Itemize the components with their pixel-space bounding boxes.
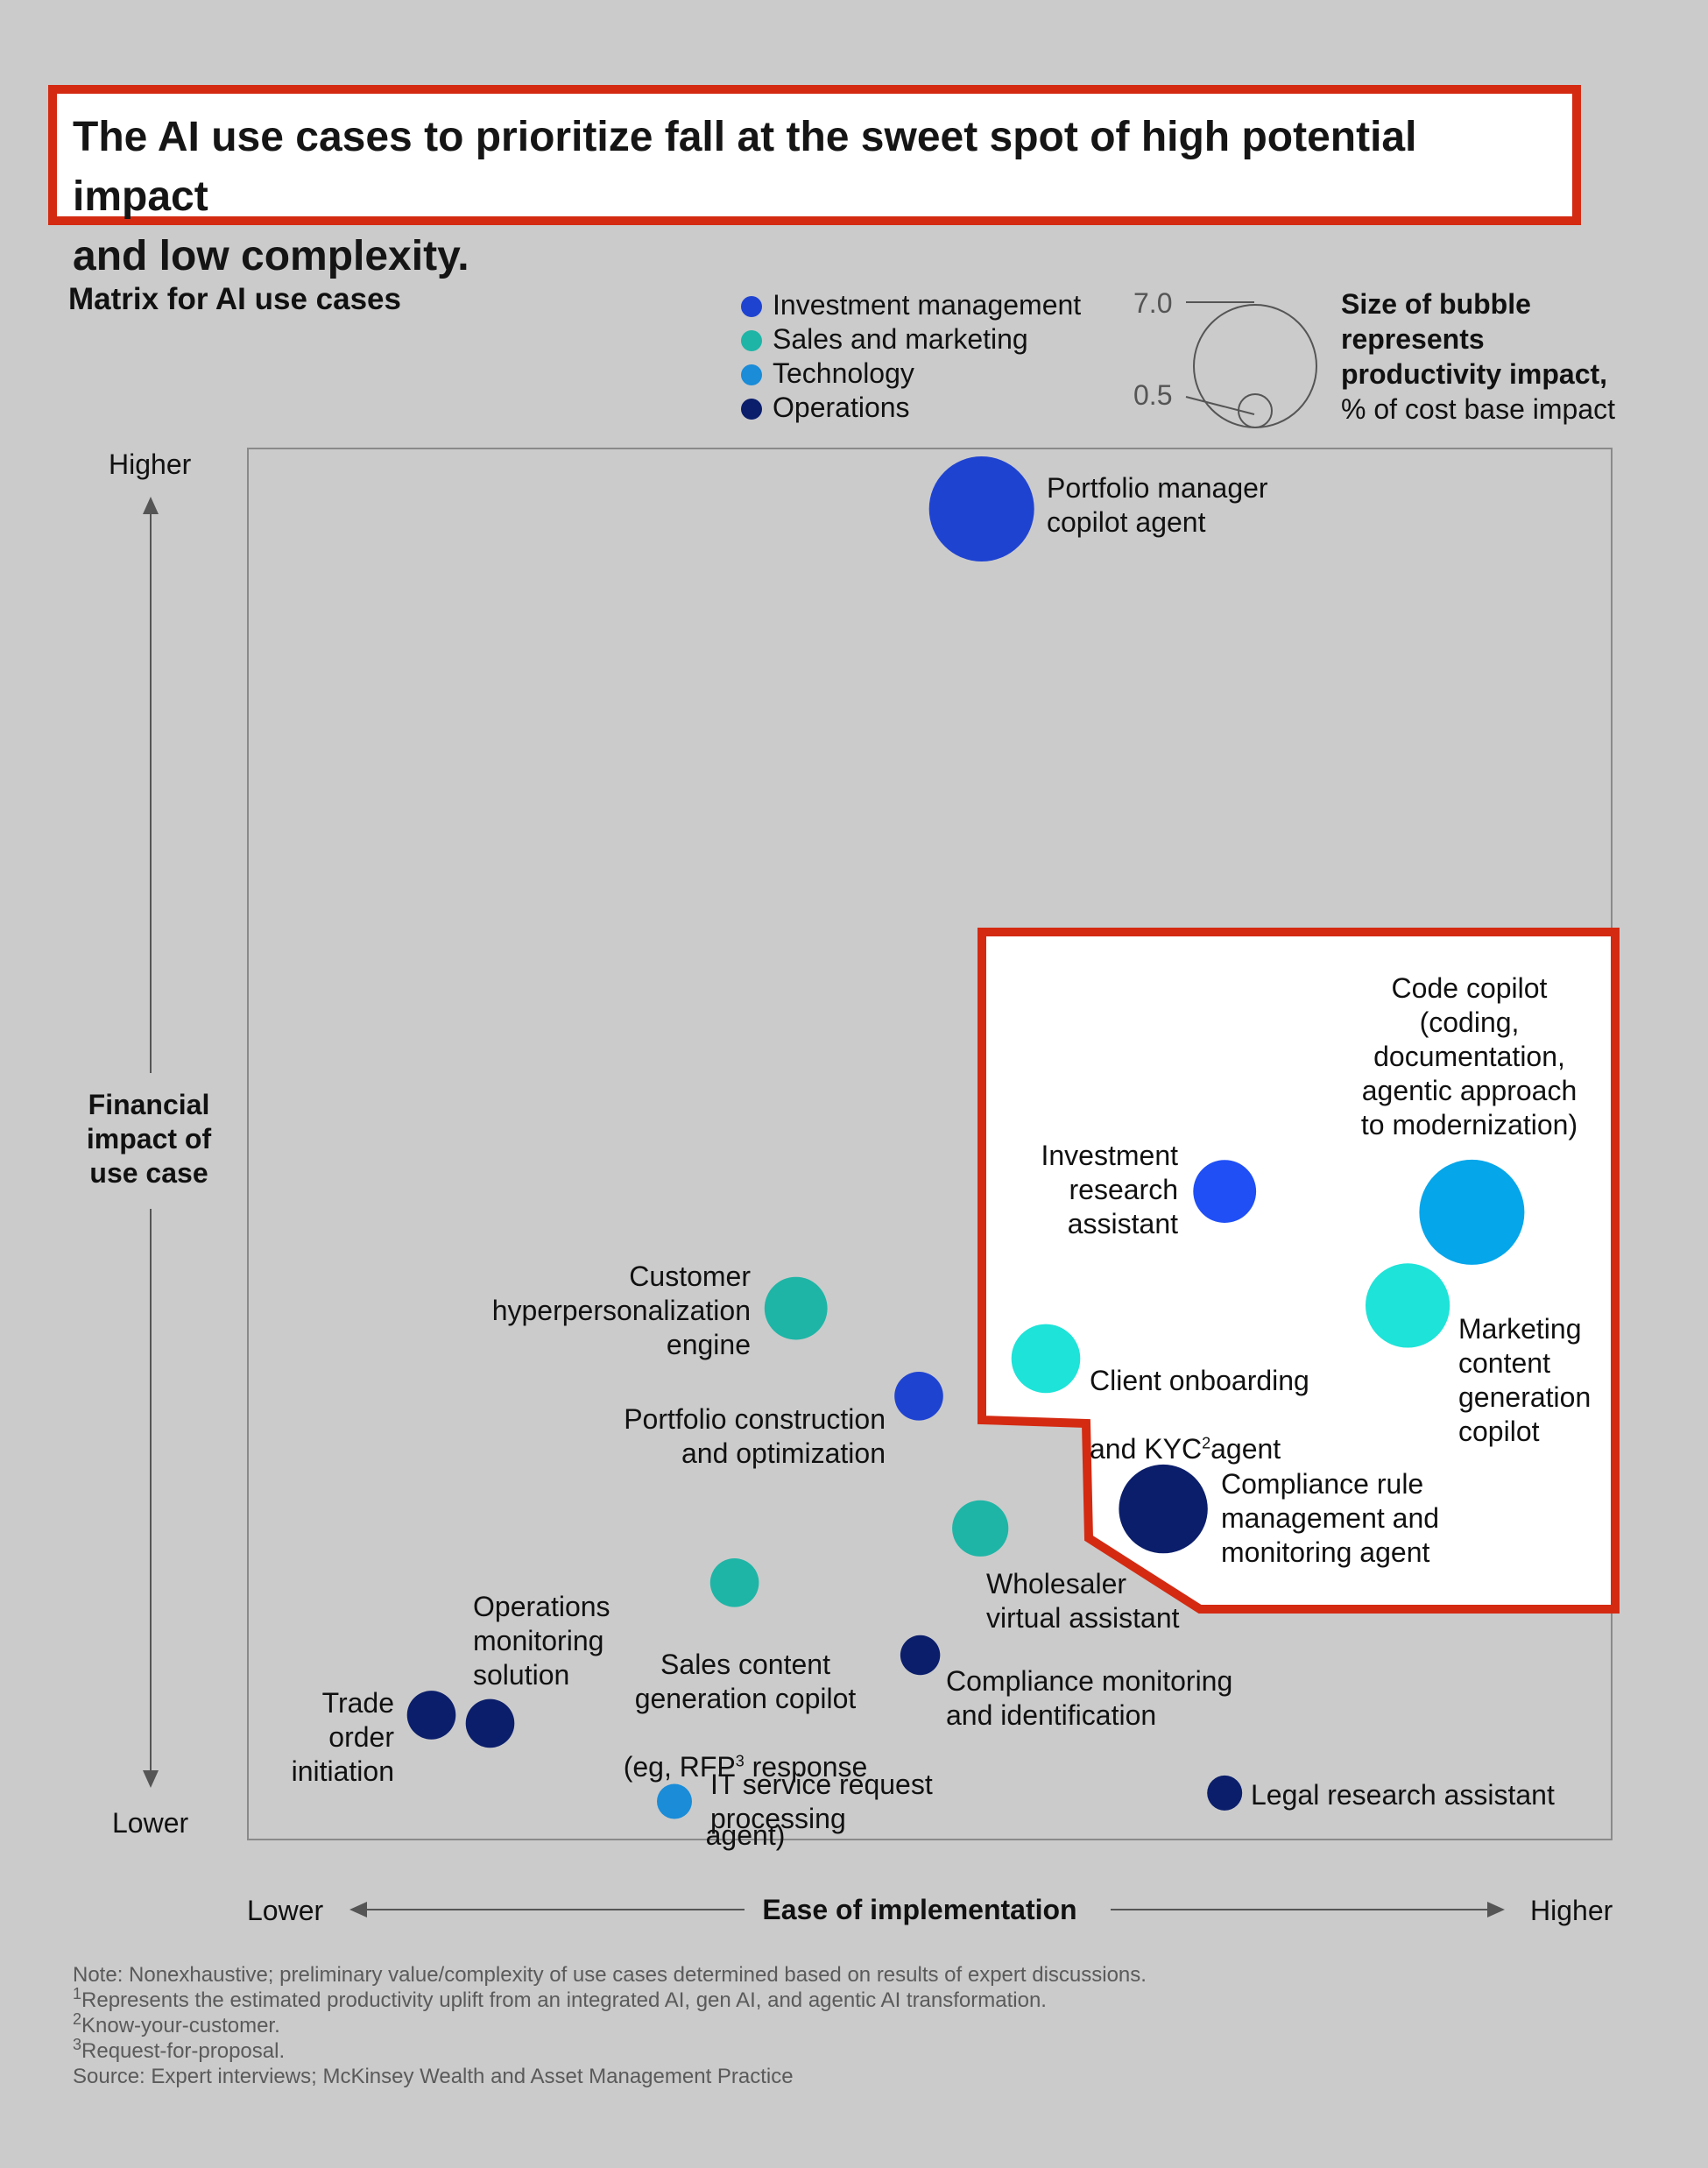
footnote-number: 2 [73, 2010, 82, 2028]
title-box: The AI use cases to prioritize fall at t… [48, 85, 1581, 279]
bubble-label: Operations monitoring solution [473, 1591, 611, 1691]
size-legend-min: 0.5 [1133, 379, 1173, 411]
footnote-text: Know-your-customer. [81, 2014, 280, 2037]
bubble-label: Investment research assistant [1041, 1140, 1178, 1239]
bubble-label-line: response [744, 1751, 868, 1783]
footnote-number: 3 [73, 2036, 82, 2053]
footnote-2: 2Know-your-customer. [73, 2010, 1147, 2038]
bubble-14 [657, 1783, 692, 1819]
legend-item-operations: Operations [741, 390, 910, 425]
footnote-number: 1 [73, 1985, 82, 2002]
bubble-label: Customer hyperpersonalization engine [491, 1261, 751, 1360]
source-line: Source: Expert interviews; McKinsey Weal… [73, 2065, 794, 2088]
bubble-label: Compliance monitoring and identification [946, 1665, 1233, 1731]
legend-item-technology: Technology [741, 356, 914, 391]
legend-dot-icon [741, 364, 762, 385]
bubble-label-line: Client onboarding [1090, 1365, 1309, 1396]
bubble-7 [894, 1372, 943, 1421]
bubble-label-line: and KYC [1090, 1433, 1203, 1465]
x-axis-low-label: Lower [247, 1895, 324, 1926]
note-line: Note: Nonexhaustive; preliminary value/c… [73, 1963, 1147, 1987]
bubble-label: IT service request processing [710, 1769, 933, 1834]
size-legend-icon [1185, 301, 1317, 428]
legend-item-sales: Sales and marketing [741, 321, 1028, 357]
bubble-label: Marketing content generation copilot [1458, 1313, 1592, 1447]
bubble-label-line: Sales content generation copilot [634, 1649, 857, 1714]
legend-label: Operations [773, 392, 910, 423]
size-legend-max: 7.0 [1133, 287, 1173, 319]
footnote-marker: 2 [1202, 1434, 1211, 1452]
legend-dot-icon [741, 330, 762, 351]
bubble-15 [1207, 1775, 1243, 1811]
bubble-1 [928, 456, 1034, 561]
bubble-6 [764, 1276, 828, 1340]
legend-dot-icon [741, 296, 762, 317]
bubble-9 [952, 1500, 1009, 1557]
bubble-label: Wholesaler virtual assistant [986, 1568, 1180, 1634]
bubble-label-line: agent) [705, 1819, 786, 1851]
bubble-12 [406, 1691, 456, 1740]
bubble-label: Portfolio manager copilot agent [1047, 472, 1268, 538]
legend-label: Sales and marketing [773, 323, 1028, 355]
bubble-8 [1119, 1464, 1208, 1554]
bubble-11 [900, 1635, 941, 1676]
size-legend-subtitle: % of cost base impact [1341, 393, 1616, 425]
bubble-label: Compliance rule management and monitorin… [1221, 1468, 1440, 1568]
legend-label: Investment management [773, 289, 1082, 321]
footnote-text: Represents the estimated productivity up… [81, 1988, 1047, 2012]
size-legend-note: Size of bubble represents productivity i… [1341, 286, 1639, 427]
y-axis-low-label: Lower [112, 1807, 189, 1839]
legend-dot-icon [741, 399, 762, 420]
bubble-label-line: agent [1210, 1433, 1281, 1465]
y-axis-high-label: Higher [109, 448, 192, 480]
footnote-1: 1Represents the estimated productivity u… [73, 1985, 1147, 2013]
footnote-text: Request-for-proposal. [81, 2039, 286, 2063]
bubble-label: Legal research assistant [1251, 1779, 1555, 1811]
bubble-label: Client onboarding and KYC2agent [1090, 1330, 1309, 1466]
x-axis-title: Ease of implementation [762, 1894, 1077, 1925]
bubble-13 [465, 1698, 515, 1748]
bubble-label: Trade order initiation [291, 1687, 394, 1787]
bubble-label: Sales content generation copilot (eg, RF… [613, 1614, 878, 1853]
legend-label: Technology [773, 357, 914, 389]
bubble-10 [709, 1558, 759, 1607]
footnote-3: 3Request-for-proposal. [73, 2036, 1147, 2064]
x-axis-high-label: Higher [1530, 1895, 1613, 1926]
bubble-label: Code copilot (coding, documentation, age… [1360, 972, 1578, 1140]
chart-subtitle: Matrix for AI use cases [68, 282, 401, 316]
bubble-5 [1011, 1324, 1081, 1394]
bubble-label-line: (eg, RFP [623, 1751, 736, 1783]
x-axis-arrow-icon [349, 1902, 1505, 1917]
bubble-4 [1366, 1263, 1450, 1348]
size-legend-title: Size of bubble represents productivity i… [1341, 288, 1608, 390]
bubbles-group [406, 456, 1525, 1819]
chart-title: The AI use cases to prioritize fall at t… [73, 114, 1417, 279]
footnotes: Note: Nonexhaustive; preliminary value/c… [73, 1962, 1147, 2089]
footnote-marker: 3 [735, 1752, 745, 1770]
sweet-spot-highlight [978, 928, 1620, 1614]
legend-item-investment: Investment management [741, 287, 1081, 322]
y-axis-arrow-icon [143, 497, 159, 1788]
bubble-3 [1419, 1159, 1525, 1265]
bubble-2 [1193, 1160, 1257, 1223]
y-axis-title: Financial impact of use case [86, 1089, 212, 1189]
bubble-label: Portfolio construction and optimization [624, 1403, 886, 1469]
